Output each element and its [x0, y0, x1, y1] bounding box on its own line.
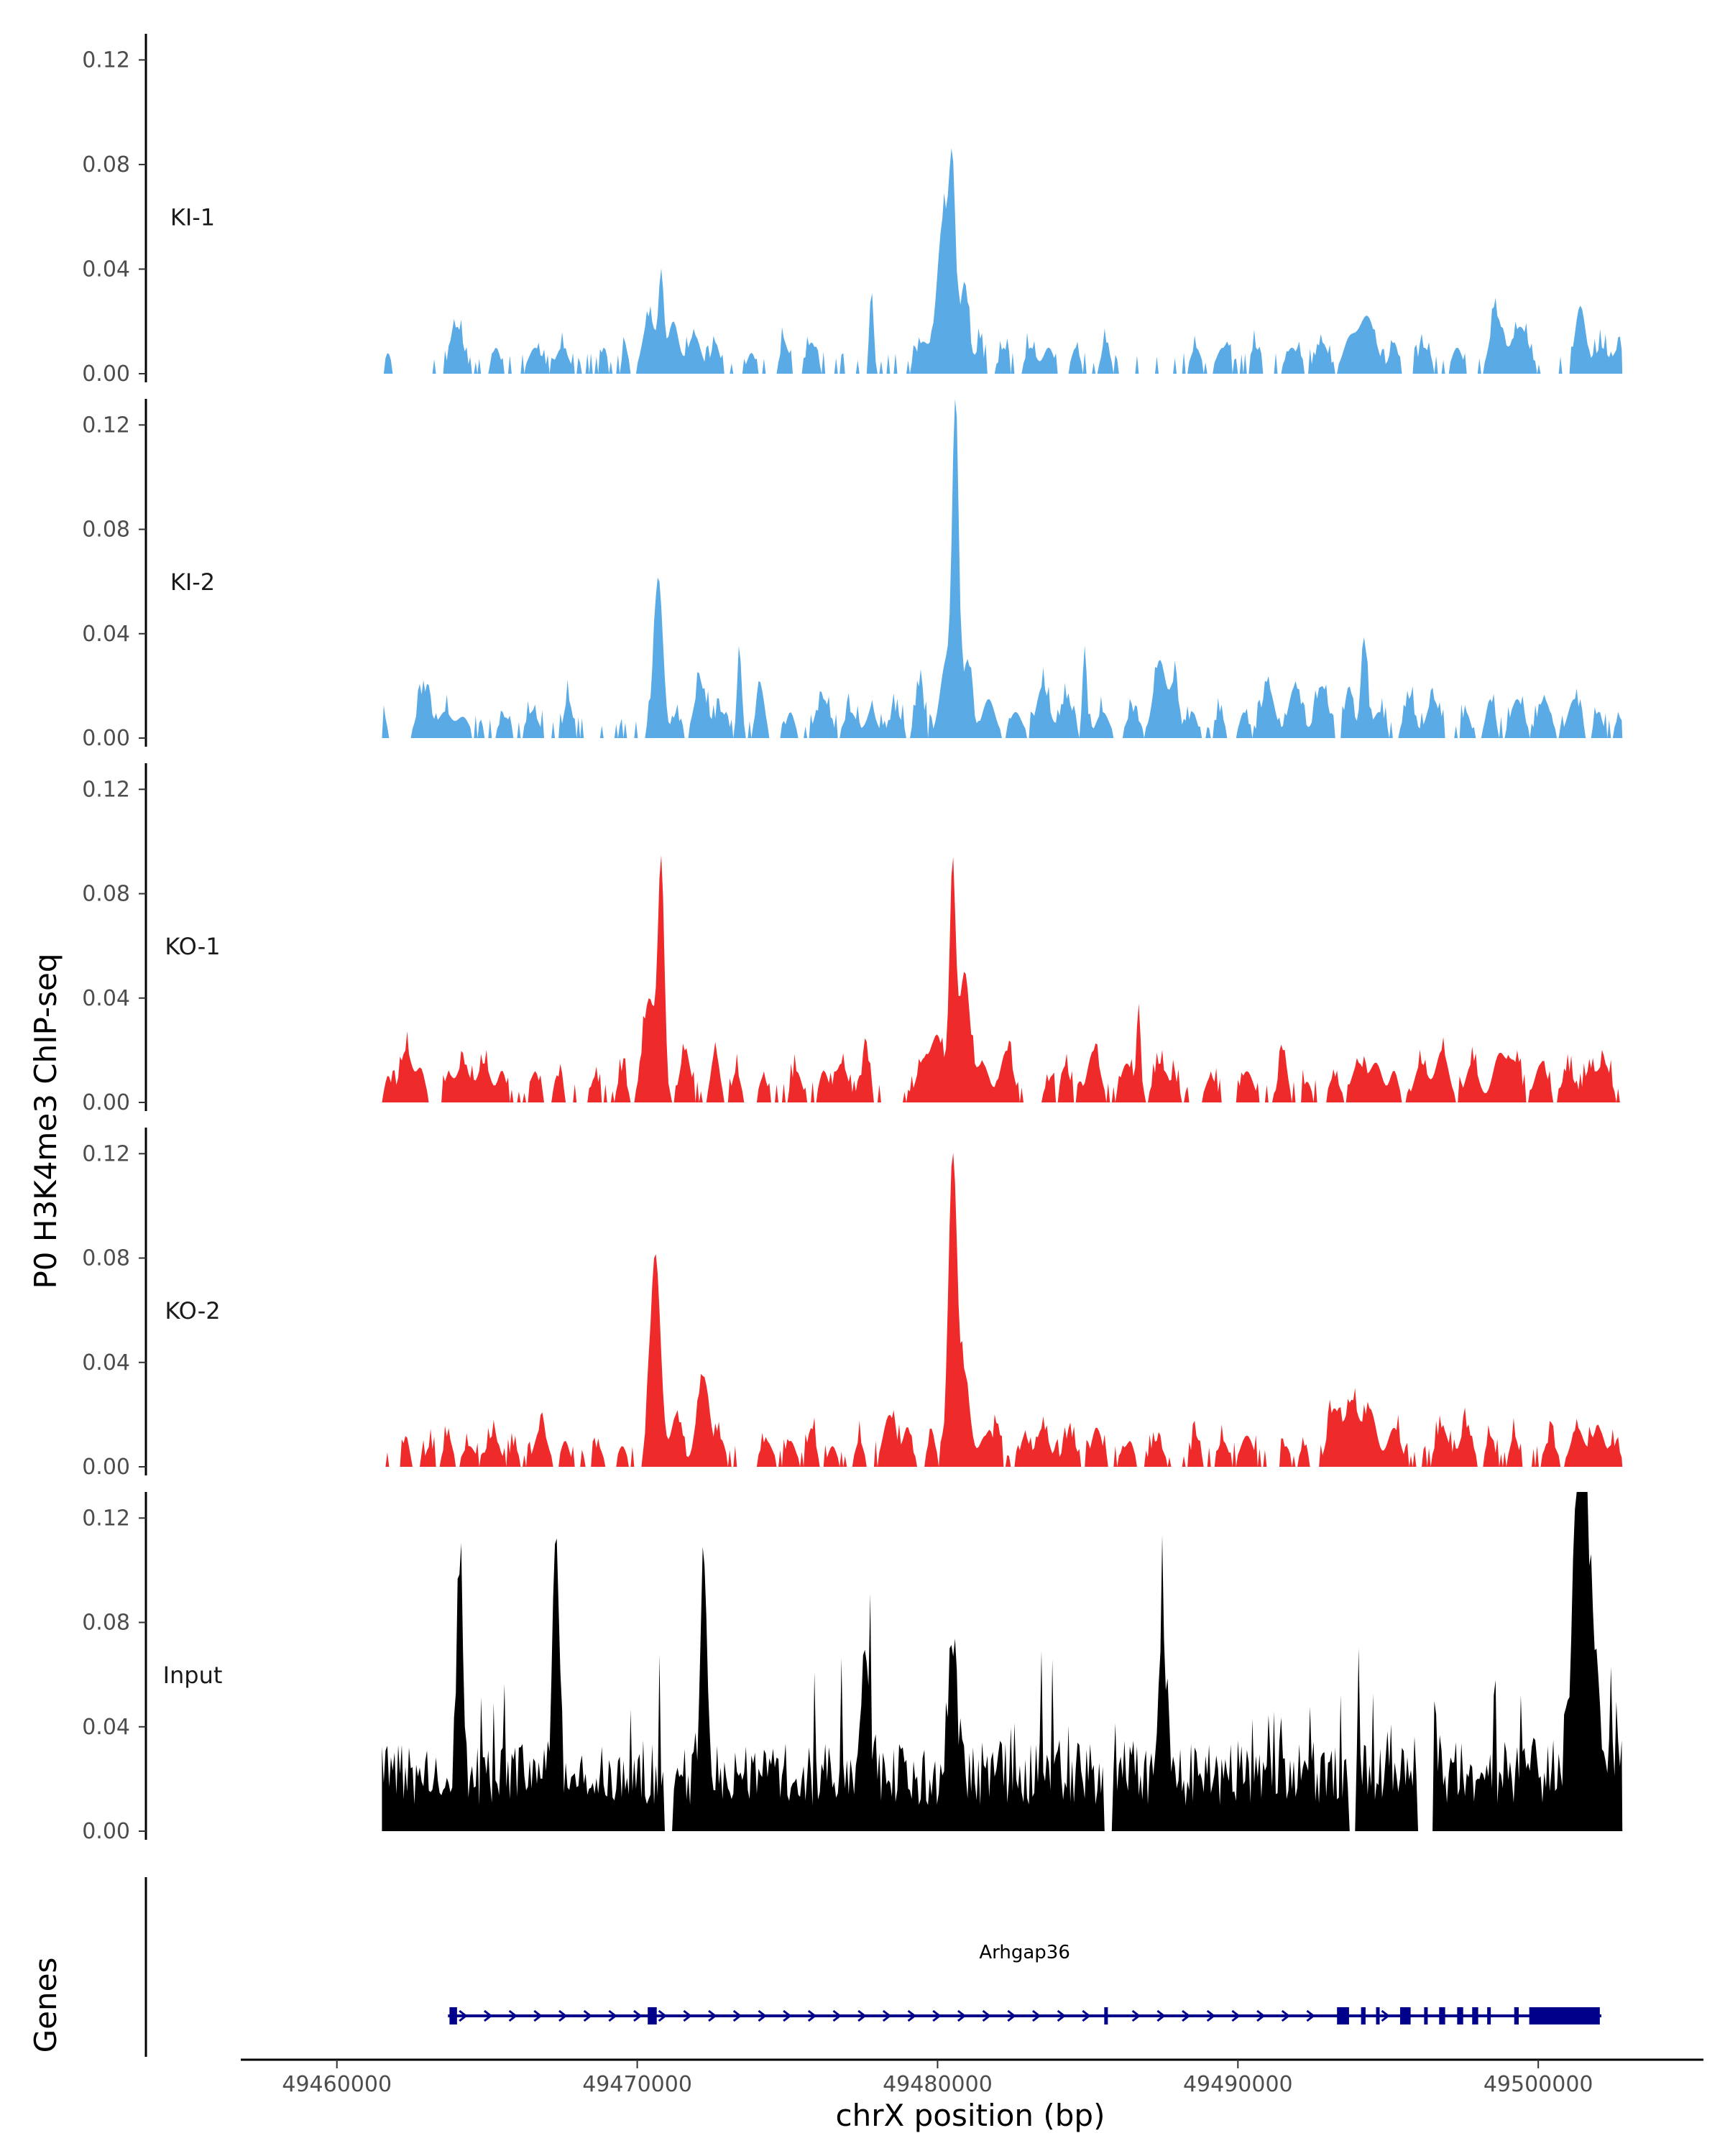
strand-arrow	[982, 2009, 992, 2022]
signal-area-input	[382, 1492, 1623, 1831]
strand-arrow	[533, 2009, 543, 2022]
track-input: 0.00 0.04 0.08 0.12 Input	[82, 1492, 1623, 1844]
y-tick-label: 0.08	[82, 1611, 130, 1636]
strand-arrow	[1306, 2009, 1315, 2022]
track-label: Input	[163, 1662, 223, 1689]
strand-arrow	[957, 2009, 967, 2022]
strand-arrow	[1082, 2009, 1091, 2022]
strand-arrow	[932, 2009, 942, 2022]
gene-exon	[648, 2007, 657, 2024]
signal-area-ki-1	[382, 147, 1623, 374]
y-tick-label: 0.08	[82, 882, 130, 907]
track-ki-2: 0.00 0.04 0.08 0.12 KI-2	[82, 399, 1623, 751]
y-tick-label: 0.12	[82, 47, 130, 73]
strand-arrow	[683, 2009, 692, 2022]
strand-arrow	[758, 2009, 767, 2022]
strand-arrow	[832, 2009, 842, 2022]
y-tick-label: 0.00	[82, 1455, 130, 1480]
gene-track: Arhgap36	[144, 1877, 1601, 2057]
y-tick-label: 0.08	[82, 152, 130, 178]
strand-arrow	[658, 2009, 668, 2022]
y-tick-label: 0.08	[82, 517, 130, 543]
strand-arrow	[558, 2009, 568, 2022]
gene-name-label: Arhgap36	[979, 1942, 1070, 1963]
x-tick-label: 49460000	[282, 2072, 392, 2097]
strand-arrow	[1131, 2009, 1141, 2022]
x-axis: 49460000 49470000 49480000 49490000 49500000	[241, 2058, 1703, 2097]
track-label: KI-2	[170, 568, 215, 596]
gene-exon	[1472, 2007, 1478, 2024]
strand-arrow	[583, 2009, 593, 2022]
strand-arrow	[483, 2009, 493, 2022]
gene-exon	[1399, 2007, 1411, 2024]
strand-arrow	[1031, 2009, 1041, 2022]
gene-exon	[1457, 2007, 1463, 2024]
y-tick-label: 0.04	[82, 986, 130, 1011]
gene-exon	[1439, 2007, 1445, 2024]
gene-exon	[1104, 2007, 1108, 2024]
track-ko-1: 0.00 0.04 0.08 0.12 KO-1	[82, 763, 1623, 1115]
track-ki-1: 0.00 0.04 0.08 0.12 KI-1	[82, 34, 1623, 387]
y-tick-label: 0.12	[82, 1506, 130, 1531]
strand-arrow	[1156, 2009, 1166, 2022]
strand-arrow	[459, 2009, 468, 2022]
y-tick-label: 0.00	[82, 1819, 130, 1844]
signal-area-ko-2	[382, 1153, 1623, 1467]
y-tick-label: 0.00	[82, 361, 130, 387]
strand-arrow	[857, 2009, 867, 2022]
strand-arrow	[633, 2009, 643, 2022]
y-axis-title: P0 H3K4me3 ChIP-seq	[28, 953, 63, 1289]
strand-arrow	[1057, 2009, 1067, 2022]
y-tick-label: 0.04	[82, 622, 130, 647]
strand-arrow	[508, 2009, 518, 2022]
strand-arrow	[1007, 2009, 1016, 2022]
gene-exon	[449, 2007, 457, 2024]
strand-arrow	[907, 2009, 916, 2022]
x-axis-title: chrX position (bp)	[836, 2098, 1105, 2133]
y-tick-label: 0.00	[82, 1090, 130, 1115]
strand-arrow	[1206, 2009, 1216, 2022]
x-tick-label: 49470000	[582, 2072, 692, 2097]
gene-exon	[1337, 2007, 1349, 2024]
strand-arrow	[1182, 2009, 1191, 2022]
genes-axis-title: Genes	[28, 1958, 63, 2053]
strand-arrow	[1256, 2009, 1266, 2022]
signal-area-ko-1	[382, 854, 1623, 1102]
y-tick-label: 0.04	[82, 257, 130, 282]
x-tick-label: 49500000	[1484, 2072, 1593, 2097]
strand-arrow	[1231, 2009, 1241, 2022]
track-label: KI-1	[170, 204, 215, 231]
strand-arrow	[708, 2009, 717, 2022]
y-tick-label: 0.00	[82, 726, 130, 751]
gene-exon	[1529, 2007, 1600, 2024]
x-tick-label: 49490000	[1183, 2072, 1293, 2097]
y-tick-label: 0.12	[82, 1141, 130, 1166]
y-tick-label: 0.12	[82, 777, 130, 802]
strand-arrow	[732, 2009, 742, 2022]
signal-tracks: 0.00 0.04 0.08 0.12 KI-1 0.00 0.04 0.08 0.12 KI-2…	[82, 34, 1623, 1844]
strand-arrow	[783, 2009, 792, 2022]
y-tick-label: 0.04	[82, 1350, 130, 1376]
y-tick-label: 0.08	[82, 1246, 130, 1271]
y-tick-label: 0.12	[82, 413, 130, 438]
gene-exon	[1361, 2007, 1366, 2024]
strand-arrow	[807, 2009, 817, 2022]
gene-exon	[1514, 2007, 1519, 2024]
strand-arrow	[608, 2009, 617, 2022]
strand-arrow	[882, 2009, 892, 2022]
gene-exon	[1487, 2007, 1491, 2024]
strand-arrow	[1281, 2009, 1291, 2022]
signal-area-ki-2	[382, 399, 1623, 738]
y-tick-label: 0.04	[82, 1715, 130, 1740]
track-ko-2: 0.00 0.04 0.08 0.12 KO-2	[82, 1128, 1623, 1480]
track-label: KO-2	[165, 1297, 220, 1325]
x-tick-label: 49480000	[883, 2072, 993, 2097]
gene-exon	[1424, 2007, 1428, 2024]
gene-exon	[1376, 2007, 1380, 2024]
track-label: KO-1	[165, 933, 220, 960]
strand-arrow	[1381, 2009, 1390, 2022]
